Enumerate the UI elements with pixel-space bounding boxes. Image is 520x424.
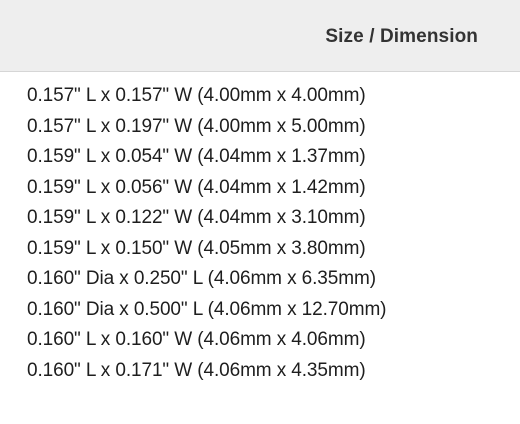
filter-option[interactable]: 0.159" L x 0.122" W (4.04mm x 3.10mm) (27, 207, 366, 228)
filter-option[interactable]: 0.160" L x 0.171" W (4.06mm x 4.35mm) (27, 359, 366, 381)
filter-title: Size / Dimension (325, 26, 478, 47)
filter-option[interactable]: 0.160" Dia x 0.250" L (4.06mm x 6.35mm) (27, 268, 376, 289)
filter-option[interactable]: 0.160" Dia x 0.500" L (4.06mm x 12.70mm) (27, 298, 387, 320)
filter-option[interactable]: 0.159" L x 0.056" W (4.04mm x 1.42mm) (27, 176, 366, 198)
filter-option[interactable]: 0.157" L x 0.197" W (4.00mm x 5.00mm) (27, 115, 366, 137)
filter-option[interactable]: 0.159" L x 0.054" W (4.04mm x 1.37mm) (27, 146, 366, 167)
filter-header[interactable]: Size / Dimension (0, 0, 520, 72)
filter-option[interactable]: 0.157" L x 0.157" W (4.00mm x 4.00mm) (27, 85, 366, 106)
list-scroll-fade (0, 402, 520, 424)
filter-options-list[interactable]: 0.157" L x 0.157" W (4.00mm x 4.00mm) 0.… (27, 81, 507, 411)
filter-option[interactable]: 0.159" L x 0.150" W (4.05mm x 3.80mm) (27, 237, 366, 259)
filter-option[interactable]: 0.160" L x 0.160" W (4.06mm x 4.06mm) (27, 329, 366, 350)
